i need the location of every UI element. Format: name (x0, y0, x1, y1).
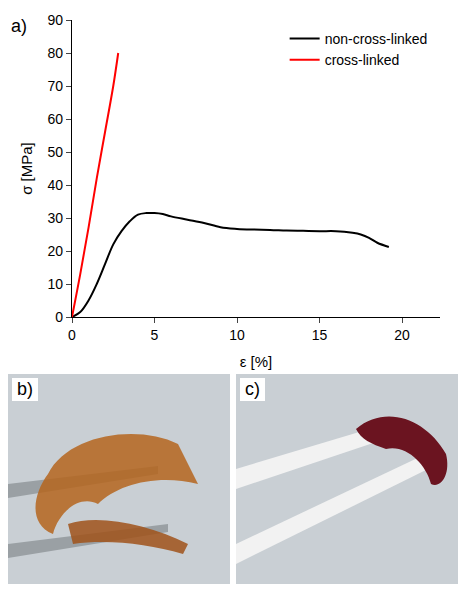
svg-text:60: 60 (48, 111, 64, 127)
svg-text:10: 10 (48, 276, 64, 292)
html-text:b): b) (17, 379, 33, 399)
html-text:c): c) (245, 379, 260, 399)
svg-text:σ [MPa]: σ [MPa] (18, 142, 35, 195)
svg-text:ε [%]: ε [%] (240, 353, 273, 370)
svg-text:70: 70 (48, 78, 64, 94)
svg-text:5: 5 (151, 327, 159, 343)
svg-text:40: 40 (48, 177, 64, 193)
svg-text:10: 10 (229, 327, 245, 343)
svg-text:0: 0 (68, 327, 76, 343)
svg-text:20: 20 (394, 327, 410, 343)
svg-text:80: 80 (48, 45, 64, 61)
svg-text:0: 0 (55, 309, 63, 325)
svg-text:20: 20 (48, 243, 64, 259)
svg-text:a): a) (11, 16, 27, 36)
svg-text:non-cross-linked: non-cross-linked (325, 31, 428, 47)
svg-text:30: 30 (48, 210, 64, 226)
svg-text:50: 50 (48, 144, 64, 160)
svg-text:15: 15 (312, 327, 328, 343)
svg-text:cross-linked: cross-linked (325, 52, 400, 68)
svg-text:90: 90 (48, 12, 64, 28)
